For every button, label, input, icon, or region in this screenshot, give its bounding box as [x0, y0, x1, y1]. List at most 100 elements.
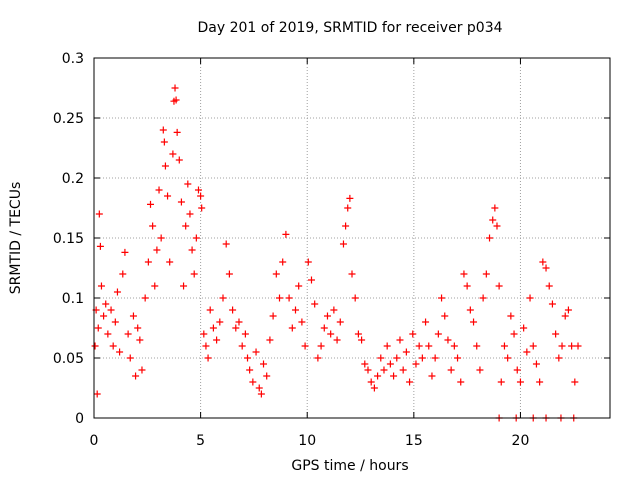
- data-point: [175, 156, 183, 164]
- data-point: [500, 342, 508, 350]
- data-point: [169, 150, 177, 158]
- axis-ticks: 0 0.05 0.1 0.15 0.2 0.25 0.3 0 5 10 15 20: [53, 51, 610, 449]
- data-point: [317, 342, 325, 350]
- data-point: [166, 258, 174, 266]
- data-point: [454, 354, 462, 362]
- data-point: [339, 240, 347, 248]
- data-point: [138, 366, 146, 374]
- data-point: [574, 342, 582, 350]
- data-point: [415, 342, 423, 350]
- data-point: [295, 282, 303, 290]
- data-point: [548, 300, 556, 308]
- data-point: [186, 210, 194, 218]
- data-point: [94, 324, 102, 332]
- data-point: [520, 324, 528, 332]
- data-point: [124, 330, 132, 338]
- data-point: [529, 342, 537, 350]
- data-point: [216, 318, 224, 326]
- data-point: [232, 324, 240, 332]
- data-point: [200, 330, 208, 338]
- data-point: [260, 360, 268, 368]
- data-point: [396, 336, 404, 344]
- data-point: [222, 240, 230, 248]
- data-point: [190, 270, 198, 278]
- data-point: [113, 288, 121, 296]
- data-point: [311, 300, 319, 308]
- y-tick-label: 0.3: [62, 51, 84, 67]
- data-point: [545, 282, 553, 290]
- data-point: [279, 258, 287, 266]
- data-point: [100, 312, 108, 320]
- data-point: [276, 294, 284, 302]
- data-point: [510, 330, 518, 338]
- data-point: [504, 354, 512, 362]
- grid-lines: [94, 58, 610, 418]
- data-point: [102, 300, 110, 308]
- data-point: [428, 372, 436, 380]
- data-point: [390, 372, 398, 380]
- data-point: [209, 324, 217, 332]
- data-point: [104, 330, 112, 338]
- data-point: [323, 312, 331, 320]
- data-point: [151, 282, 159, 290]
- data-point: [460, 270, 468, 278]
- data-point: [119, 270, 127, 278]
- data-point: [285, 294, 293, 302]
- data-point: [412, 360, 420, 368]
- data-point: [147, 200, 155, 208]
- data-point: [383, 342, 391, 350]
- data-point: [507, 312, 515, 320]
- data-point: [173, 128, 181, 136]
- data-point: [558, 342, 566, 350]
- data-point: [301, 342, 309, 350]
- data-point: [202, 342, 210, 350]
- data-point: [206, 306, 214, 314]
- x-tick-label: 5: [196, 433, 205, 449]
- data-point: [307, 276, 315, 284]
- data-point: [257, 390, 265, 398]
- data-point: [159, 126, 167, 134]
- data-point: [513, 366, 521, 374]
- data-point: [164, 192, 172, 200]
- data-point: [320, 324, 328, 332]
- data-point: [571, 378, 579, 386]
- data-point: [542, 264, 550, 272]
- data-point: [447, 366, 455, 374]
- data-point: [438, 294, 446, 302]
- data-point: [91, 342, 99, 350]
- data-point: [235, 318, 243, 326]
- data-point: [450, 342, 458, 350]
- data-point: [136, 336, 144, 344]
- data-point: [282, 230, 290, 238]
- data-point: [425, 342, 433, 350]
- data-point: [441, 312, 449, 320]
- data-point: [497, 378, 505, 386]
- data-point: [160, 138, 168, 146]
- data-point: [330, 306, 338, 314]
- data-point: [252, 348, 260, 356]
- data-point: [402, 348, 410, 356]
- data-point: [399, 366, 407, 374]
- data-point: [126, 354, 134, 362]
- data-point: [348, 270, 356, 278]
- x-axis-label: GPS time / hours: [291, 458, 408, 474]
- data-point: [107, 306, 115, 314]
- data-point: [386, 360, 394, 368]
- data-point: [246, 366, 254, 374]
- data-point: [342, 222, 350, 230]
- data-point: [177, 198, 185, 206]
- data-point: [431, 354, 439, 362]
- data-point: [263, 372, 271, 380]
- data-point: [482, 270, 490, 278]
- data-point: [116, 348, 124, 356]
- x-tick-label: 15: [405, 433, 423, 449]
- data-point: [204, 354, 212, 362]
- data-point: [491, 204, 499, 212]
- data-point: [144, 258, 152, 266]
- data-point: [219, 294, 227, 302]
- y-tick-label: 0.15: [53, 231, 84, 247]
- y-tick-label: 0.05: [53, 351, 84, 367]
- data-point: [149, 222, 157, 230]
- data-point: [132, 372, 140, 380]
